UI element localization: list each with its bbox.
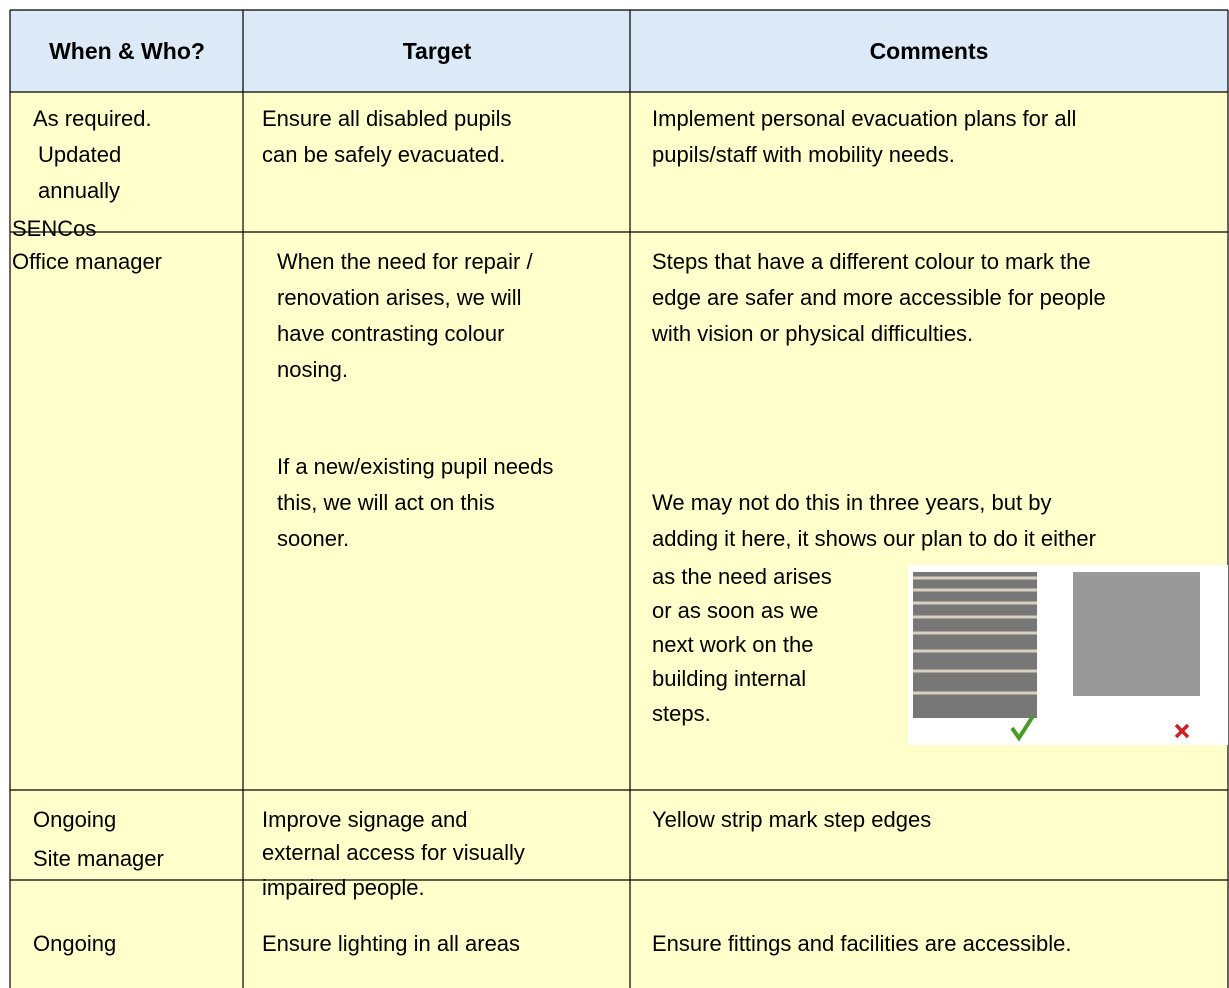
cell-line: or as soon as we	[652, 598, 819, 623]
header-cell: Target	[402, 38, 472, 64]
header-cell: When & Who?	[49, 38, 205, 64]
cell-line: Yellow strip mark step edges	[652, 807, 932, 832]
cell-line: Ensure fittings and facilities are acces…	[652, 931, 1072, 956]
borders	[9, 9, 1229, 988]
cell-line: renovation arises, we will	[277, 285, 522, 310]
cell-line: as the need arises	[652, 564, 832, 589]
cell-line: Office manager	[12, 249, 163, 274]
cell-line: impaired people.	[262, 875, 425, 900]
body-background	[10, 92, 1228, 988]
cell-line: If a new/existing pupil needs	[277, 454, 554, 479]
cell-line: pupils/staff with mobility needs.	[652, 142, 955, 167]
cell-line: external access for visually	[262, 840, 525, 865]
cell-line: As required.	[33, 106, 152, 131]
cell-line: Site manager	[33, 846, 164, 871]
cell-line: building internal	[652, 666, 807, 691]
cell-line: Updated	[38, 142, 122, 167]
cell-line: annually	[38, 178, 120, 203]
cell-line: next work on the	[652, 632, 814, 657]
cell-line: Ongoing	[33, 931, 117, 956]
header-background	[10, 10, 1228, 92]
cell-line: sooner.	[277, 526, 350, 551]
cell-line: Improve signage and	[262, 807, 468, 832]
cell-line: with vision or physical difficulties.	[652, 321, 974, 346]
cell-line: SENCos	[12, 216, 97, 241]
cell-line: Ongoing	[33, 807, 117, 832]
cell-line: steps.	[652, 701, 711, 726]
header-cell: Comments	[869, 38, 989, 64]
cell-line: Ensure all disabled pupils	[262, 106, 512, 131]
cell-line: We may not do this in three years, but b…	[652, 490, 1052, 515]
cell-line: nosing.	[277, 357, 348, 382]
cell-line: edge are safer and more accessible for p…	[652, 285, 1106, 310]
stairs-image	[908, 565, 1228, 745]
cell-line: Implement personal evacuation plans for …	[652, 106, 1077, 131]
cell-line: have contrasting colour	[277, 321, 505, 346]
cell-line: this, we will act on this	[277, 490, 495, 515]
cell-line: adding it here, it shows our plan to do …	[652, 526, 1096, 551]
cell-line: Steps that have a different colour to ma…	[652, 249, 1091, 274]
cell-line: can be safely evacuated.	[262, 142, 506, 167]
cell-line: When the need for repair /	[277, 249, 533, 274]
cell-line: Ensure lighting in all areas	[262, 931, 521, 956]
